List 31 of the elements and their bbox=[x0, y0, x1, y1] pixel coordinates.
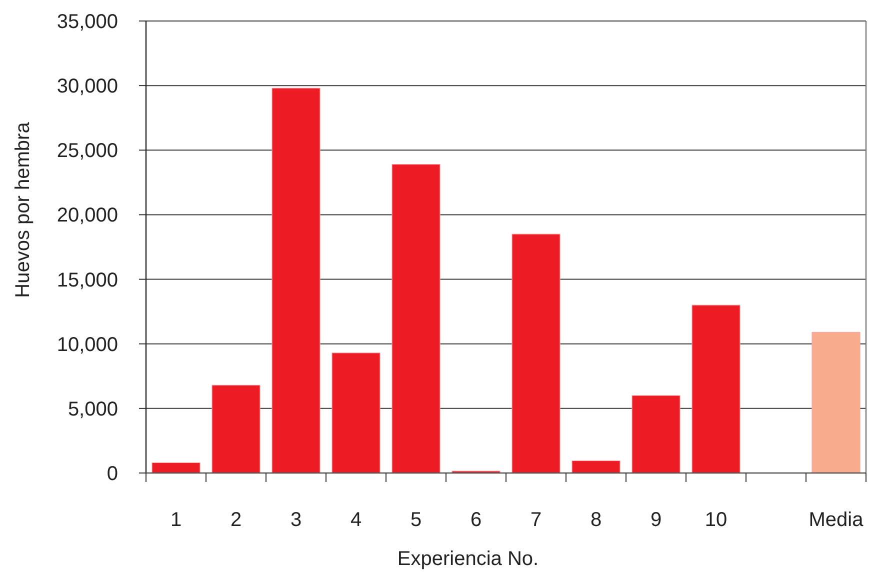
bar bbox=[692, 304, 740, 474]
x-tick-label: 9 bbox=[650, 509, 662, 531]
y-tick-label: 0 bbox=[106, 463, 118, 485]
bar bbox=[272, 88, 320, 474]
bar bbox=[392, 164, 440, 474]
y-tick-label: 15,000 bbox=[56, 269, 118, 292]
y-tick-label: 30,000 bbox=[56, 76, 118, 98]
x-tick-label: 5 bbox=[410, 509, 422, 531]
y-tick-label: 5,000 bbox=[68, 398, 118, 420]
bar bbox=[212, 384, 260, 474]
x-axis-title: Experiencia No. bbox=[397, 548, 539, 570]
x-tick-label: 7 bbox=[530, 509, 542, 531]
x-tick-label: 10 bbox=[704, 509, 728, 531]
bar bbox=[512, 234, 560, 474]
bar bbox=[332, 352, 380, 474]
x-tick-label: 6 bbox=[470, 509, 482, 531]
x-tick-label: 2 bbox=[230, 509, 242, 531]
bar bbox=[152, 462, 200, 474]
bar bbox=[632, 395, 680, 474]
x-tick-label: 1 bbox=[170, 509, 182, 531]
y-tick-label: 20,000 bbox=[56, 204, 118, 227]
y-axis-title: Huevos por hembra bbox=[12, 121, 34, 298]
x-tick-label: 4 bbox=[350, 509, 362, 531]
x-tick-label: 3 bbox=[290, 509, 302, 531]
x-tick-label: 8 bbox=[590, 509, 602, 531]
bar bbox=[572, 460, 620, 474]
x-tick-label: Media bbox=[808, 509, 864, 531]
bar bbox=[812, 332, 860, 474]
y-tick-label: 10,000 bbox=[56, 334, 118, 356]
y-tick-label: 35,000 bbox=[56, 11, 118, 33]
y-tick-label: 25,000 bbox=[56, 140, 118, 162]
